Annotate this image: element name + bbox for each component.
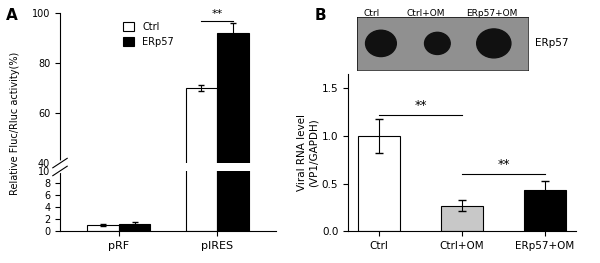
Ellipse shape [365,30,397,57]
Bar [88,260,119,263]
Bar [185,88,217,263]
Text: ERp57: ERp57 [535,38,569,48]
Legend: Ctrl, ERp57: Ctrl, ERp57 [119,18,178,51]
Bar [358,136,400,231]
Text: B: B [315,8,326,23]
Text: Ctrl: Ctrl [364,9,380,18]
Text: **: ** [211,9,223,19]
Bar [524,190,566,231]
Text: ERp57+OM: ERp57+OM [466,9,518,18]
Bar [217,0,248,231]
Text: **: ** [497,158,510,171]
Bar [119,224,151,231]
Text: **: ** [414,99,427,112]
Text: A: A [6,8,18,23]
Y-axis label: Viral RNA level
(VP1/GAPDH): Viral RNA level (VP1/GAPDH) [297,114,319,191]
Bar [88,225,119,231]
Text: Ctrl+OM: Ctrl+OM [407,9,445,18]
Text: Relative Fluc/Rluc activity(%): Relative Fluc/Rluc activity(%) [10,52,20,195]
Bar [185,0,217,231]
Ellipse shape [425,32,450,54]
Bar [441,206,483,231]
Bar [217,33,248,263]
Ellipse shape [476,29,511,58]
Bar [119,260,151,263]
